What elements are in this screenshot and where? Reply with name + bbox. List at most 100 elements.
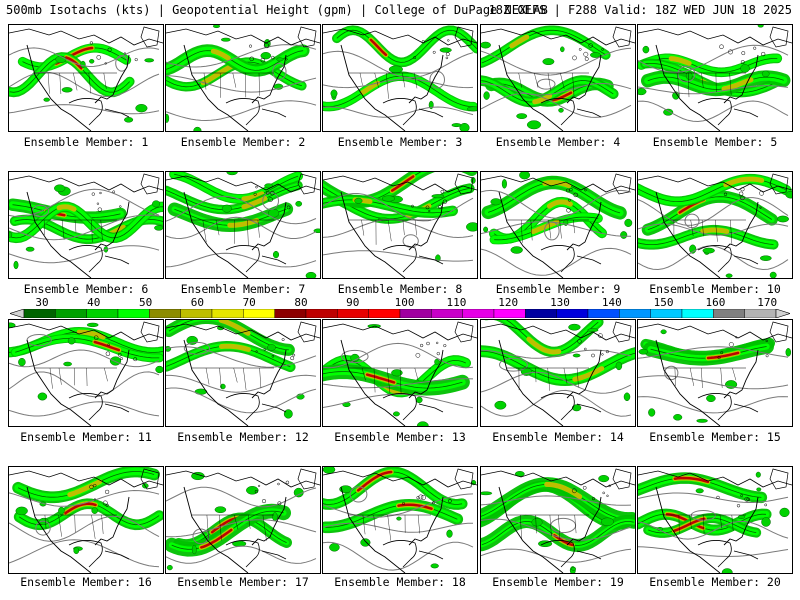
isotach-map	[9, 321, 163, 426]
ensemble-member-label: Ensemble Member: 8	[337, 282, 463, 296]
colorbar-segment	[117, 309, 150, 318]
colorbar-segment	[368, 309, 401, 318]
ensemble-member-map	[8, 319, 164, 427]
colorbar-segment	[274, 309, 307, 318]
ensemble-member-label: Ensemble Member: 3	[337, 135, 463, 149]
ensemble-member-label: Ensemble Member: 20	[649, 575, 781, 589]
ensemble-member-label: Ensemble Member: 4	[495, 135, 621, 149]
colorbar-tick-label: 70	[242, 296, 256, 309]
isotach-map	[638, 468, 792, 573]
ensemble-member-map	[8, 171, 164, 279]
ensemble-member-map	[8, 24, 164, 132]
ensemble-member-label: Ensemble Member: 6	[23, 282, 149, 296]
colorbar-tick-label: 130	[550, 296, 570, 309]
ensemble-member-map	[322, 24, 478, 132]
colorbar-tick-label: 120	[498, 296, 519, 309]
colorbar-tick-label: 170	[757, 296, 778, 309]
ensemble-member-map	[322, 319, 478, 427]
ensemble-member-label: Ensemble Member: 7	[180, 282, 306, 296]
ensemble-member-map	[165, 466, 321, 574]
colorbar-tick-label: 30	[35, 296, 49, 309]
isotach-map	[323, 467, 477, 573]
isotach-map	[9, 26, 163, 131]
colorbar-tick-label: 150	[653, 296, 674, 309]
colorbar-segment	[713, 309, 745, 318]
colorbar-segment	[305, 309, 338, 318]
isotach-map	[9, 467, 163, 573]
colorbar-segment	[431, 309, 463, 318]
isotach-map	[638, 25, 792, 131]
isotach-map	[481, 320, 635, 426]
colorbar-segment	[180, 309, 213, 318]
ensemble-member-label: Ensemble Member: 2	[180, 135, 306, 149]
colorbar-labels: 30 40 50 60 70 80 90 100 110 120 130 140 150 160 170	[0, 296, 800, 309]
isotach-map	[638, 321, 792, 426]
isotach-map	[638, 173, 792, 278]
colorbar-segment	[619, 309, 651, 318]
colorbar-segment	[525, 309, 557, 318]
colorbar-segment	[243, 309, 275, 318]
ensemble-member-label: Ensemble Member: 15	[649, 430, 781, 444]
map-header: 500mb Isotachs (kts) | Geopotential Heig…	[6, 3, 796, 19]
isotach-map	[166, 320, 320, 426]
colorbar-tick-label: 60	[190, 296, 205, 309]
header-title: 500mb Isotachs (kts) | Geopotential Heig…	[6, 3, 548, 17]
ensemble-member-map	[637, 466, 793, 574]
ensemble-member-map	[480, 24, 636, 132]
colorbar-segment	[23, 309, 56, 318]
colorbar	[10, 309, 790, 318]
isotach-map	[323, 321, 477, 426]
colorbar-tick-label: 90	[346, 296, 360, 309]
ensemble-member-label: Ensemble Member: 19	[492, 575, 624, 589]
ensemble-member-label: Ensemble Member: 11	[20, 430, 152, 444]
colorbar-tick-label: 160	[705, 296, 726, 309]
ensemble-member-map	[480, 466, 636, 574]
isotach-map	[481, 468, 635, 573]
isotach-map	[323, 25, 477, 131]
isotach-map	[323, 172, 477, 278]
ensemble-member-map	[322, 466, 478, 574]
colorbar-segment	[587, 309, 620, 318]
isotach-map	[9, 173, 163, 278]
ensemble-member-label: Ensemble Member: 5	[652, 135, 778, 149]
colorbar-tick-label: 100	[394, 296, 415, 309]
ensemble-member-map	[637, 171, 793, 279]
ensemble-member-map	[165, 24, 321, 132]
ensemble-member-map	[165, 319, 321, 427]
colorbar-segment	[556, 309, 589, 318]
ensemble-member-map	[480, 319, 636, 427]
colorbar-tick-label: 80	[294, 296, 308, 309]
colorbar-segment	[462, 309, 495, 318]
ensemble-member-map	[637, 24, 793, 132]
ensemble-member-label: Ensemble Member: 17	[177, 575, 309, 589]
ensemble-member-map	[480, 171, 636, 279]
ensemble-member-label: Ensemble Member: 18	[334, 575, 466, 589]
colorbar-segment	[681, 309, 714, 318]
colorbar-segment	[211, 309, 244, 318]
colorbar-segment	[650, 309, 683, 318]
header-run-info: 18Z GEFS | F288 Valid: 18Z WED JUN 18 20…	[488, 3, 792, 17]
ensemble-member-label: Ensemble Member: 16	[20, 575, 152, 589]
colorbar-segment	[399, 309, 432, 318]
isotach-map	[166, 25, 320, 131]
colorbar-segment	[337, 309, 369, 318]
colorbar-tick-label: 50	[138, 296, 153, 309]
ensemble-member-map	[637, 319, 793, 427]
ensemble-member-label: Ensemble Member: 9	[495, 282, 621, 296]
isotach-map	[166, 172, 320, 278]
ensemble-member-label: Ensemble Member: 14	[492, 430, 624, 444]
colorbar-tick-label: 110	[446, 296, 467, 309]
ensemble-member-label: Ensemble Member: 12	[177, 430, 309, 444]
isotach-map	[481, 25, 635, 131]
isotach-map	[481, 172, 635, 278]
ensemble-member-label: Ensemble Member: 10	[649, 282, 781, 296]
colorbar-segment	[149, 309, 181, 318]
ensemble-member-map	[165, 171, 321, 279]
ensemble-member-label: Ensemble Member: 1	[23, 135, 149, 149]
colorbar-tick-label: 140	[601, 296, 622, 309]
isotach-map	[166, 468, 320, 573]
colorbar-tick-label: 40	[87, 296, 101, 309]
colorbar-segment	[493, 309, 526, 318]
colorbar-segment	[744, 309, 777, 318]
ensemble-member-map	[8, 466, 164, 574]
